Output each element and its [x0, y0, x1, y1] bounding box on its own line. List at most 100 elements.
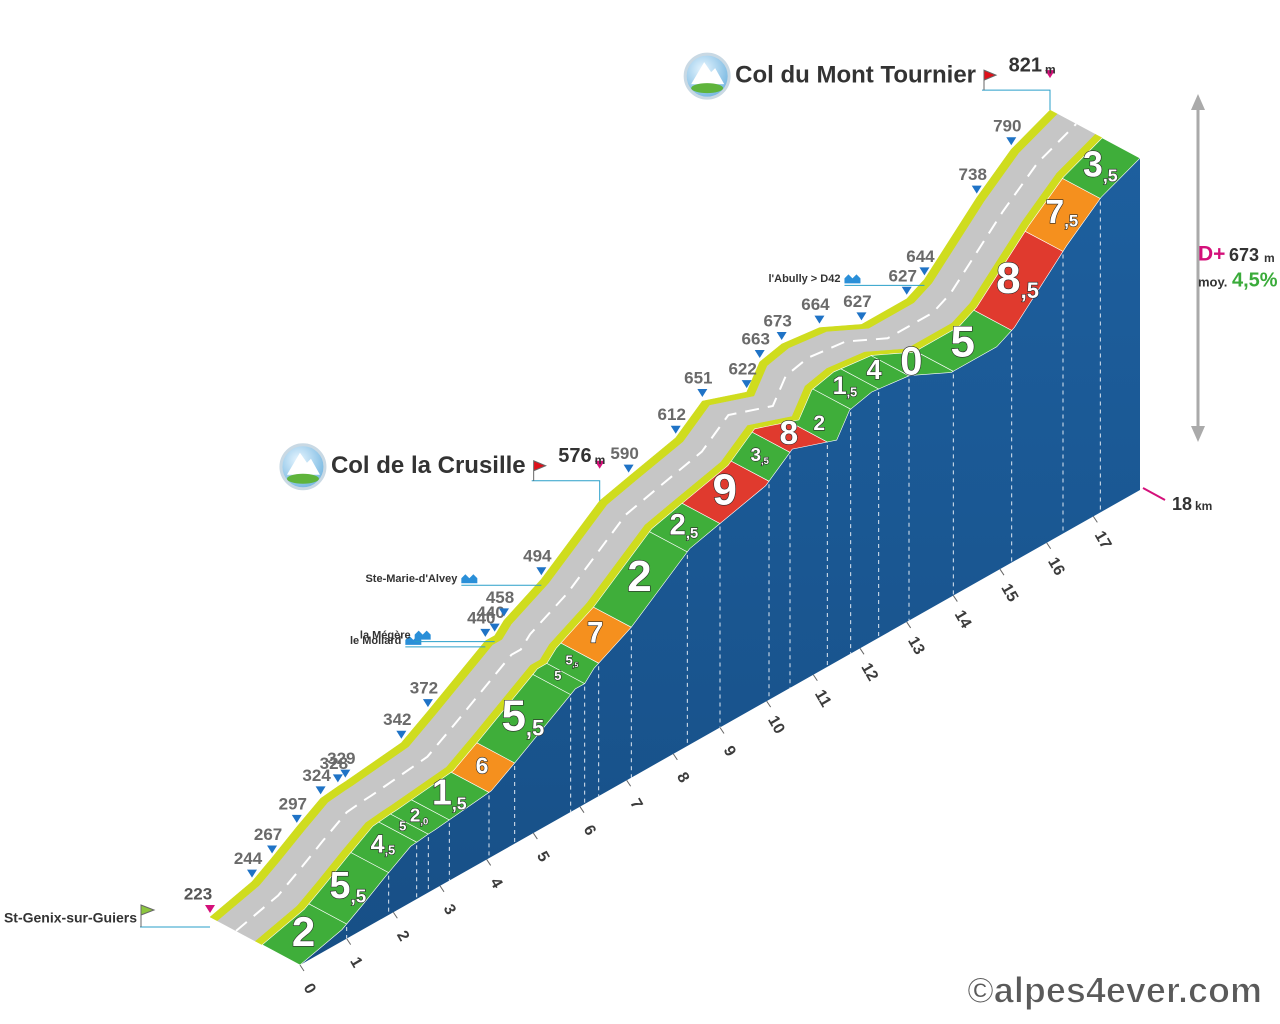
- elevation-label: 440: [476, 603, 504, 622]
- col-icon-grass: [691, 83, 724, 94]
- gradient-label: 2,5: [670, 508, 699, 541]
- col-flag: [983, 69, 998, 91]
- elevation-marker: [205, 905, 215, 913]
- gradient-decimal: ,5: [1021, 278, 1039, 303]
- elevation-label: 627: [889, 266, 917, 285]
- credit: ©alpes4ever.com: [967, 970, 1262, 1011]
- gradient-label: 4: [866, 354, 882, 385]
- gradient-integer: 3: [751, 445, 762, 466]
- place-name: la Mégère: [360, 629, 411, 641]
- x-tick-label: 14: [951, 607, 975, 631]
- x-tick-label: 16: [1044, 555, 1068, 579]
- total-climb-label: D+: [1198, 243, 1225, 266]
- x-tick: [999, 568, 1005, 576]
- gradient-decimal: ,5: [1103, 165, 1118, 185]
- x-tick-label: 15: [997, 581, 1021, 605]
- elevation-marker: [754, 349, 765, 358]
- col-elevation: 821: [1009, 54, 1042, 76]
- gradient-label: 5: [950, 317, 974, 366]
- gradient-label: 2,0: [410, 806, 428, 827]
- elevation-marker: [247, 869, 257, 878]
- place-name: Ste-Marie-d'Alvey: [365, 573, 458, 585]
- x-tick: [672, 753, 678, 761]
- gradient-integer: 0: [900, 339, 922, 383]
- x-tick: [859, 648, 865, 655]
- elevation-marker: [480, 628, 491, 637]
- x-tick-label: 7: [626, 796, 645, 812]
- elevation-marker: [332, 774, 343, 783]
- elevation-marker: [422, 699, 433, 708]
- x-tick: [952, 595, 958, 602]
- col-icon-mountain: [286, 452, 320, 475]
- elevation-label: 651: [684, 369, 712, 388]
- col-flag: [533, 459, 547, 481]
- x-tick-label: 4: [486, 875, 505, 891]
- elevation-marker: [776, 331, 787, 340]
- x-tick: [766, 700, 772, 708]
- elevation-marker: [814, 315, 825, 324]
- gradient-integer: 5: [554, 668, 561, 683]
- x-tick: [532, 832, 538, 840]
- elevation-label: 244: [234, 849, 263, 868]
- elevation-marker: [623, 464, 634, 473]
- gradient-integer: 4: [371, 830, 385, 858]
- gradient-decimal: ,5: [847, 386, 858, 400]
- elevation-label: 328: [320, 754, 348, 773]
- place-icon: [461, 574, 478, 584]
- gradient-decimal: ,5: [452, 793, 467, 813]
- elevation-label: 494: [523, 547, 552, 566]
- x-tick-label: 9: [720, 743, 739, 759]
- elevation-label: 663: [742, 329, 770, 348]
- gradient-label: 8,5: [996, 254, 1039, 303]
- total-climb: 673: [1229, 245, 1259, 265]
- gradient-integer: 8: [780, 415, 799, 452]
- gradient-label: 1,5: [432, 773, 467, 813]
- gradient-integer: 9: [712, 465, 736, 514]
- gradient-integer: 2: [410, 806, 421, 827]
- elevation-marker: [1006, 137, 1017, 146]
- elevation-marker: [315, 786, 326, 795]
- x-tick-label: 5: [533, 849, 552, 865]
- x-tick-label: 0: [300, 981, 319, 997]
- gradient-segment: [1062, 137, 1141, 199]
- gradient-integer: 2: [670, 508, 686, 541]
- gradient-label: 5: [554, 668, 561, 683]
- place-icon: [414, 630, 431, 640]
- elevation-label: 342: [383, 710, 411, 729]
- x-tick-label: 17: [1091, 528, 1115, 552]
- x-tick: [812, 674, 818, 681]
- elevation-label: 267: [254, 825, 282, 844]
- x-tick: [346, 938, 352, 945]
- x-tick-label: 12: [857, 660, 881, 684]
- gradient-decimal: ,5: [761, 455, 769, 466]
- gradient-label: 2: [813, 412, 825, 435]
- gradient-integer: 7: [1046, 194, 1065, 231]
- x-tick: [719, 727, 725, 734]
- gradient-label: 5,5: [501, 691, 544, 740]
- elevation-label: 440: [467, 608, 495, 627]
- x-tick: [579, 806, 585, 813]
- gradient-decimal: ,5: [385, 844, 396, 858]
- elevation-marker: [901, 286, 912, 295]
- elevation-label: 297: [279, 794, 307, 813]
- x-tick-label: 13: [904, 634, 928, 658]
- gradient-decimal: ,5: [350, 886, 366, 907]
- elevation-label: 372: [410, 679, 438, 698]
- x-tick-label: 1: [346, 954, 365, 970]
- elevation-marker: [536, 567, 547, 576]
- gradient-integer: 7: [587, 616, 603, 649]
- gradient-label: 9: [712, 465, 736, 514]
- x-tick-label: 11: [811, 687, 834, 710]
- gradient-integer: 3: [1083, 145, 1103, 185]
- x-tick: [392, 911, 398, 919]
- gradient-integer: 8: [996, 254, 1020, 303]
- average-label: moy.: [1198, 274, 1227, 289]
- x-tick-label: 3: [440, 902, 459, 918]
- gradient-label: 7,5: [1046, 194, 1079, 231]
- x-tick-label: 8: [673, 770, 692, 786]
- gradient-decimal: ,0: [420, 816, 428, 827]
